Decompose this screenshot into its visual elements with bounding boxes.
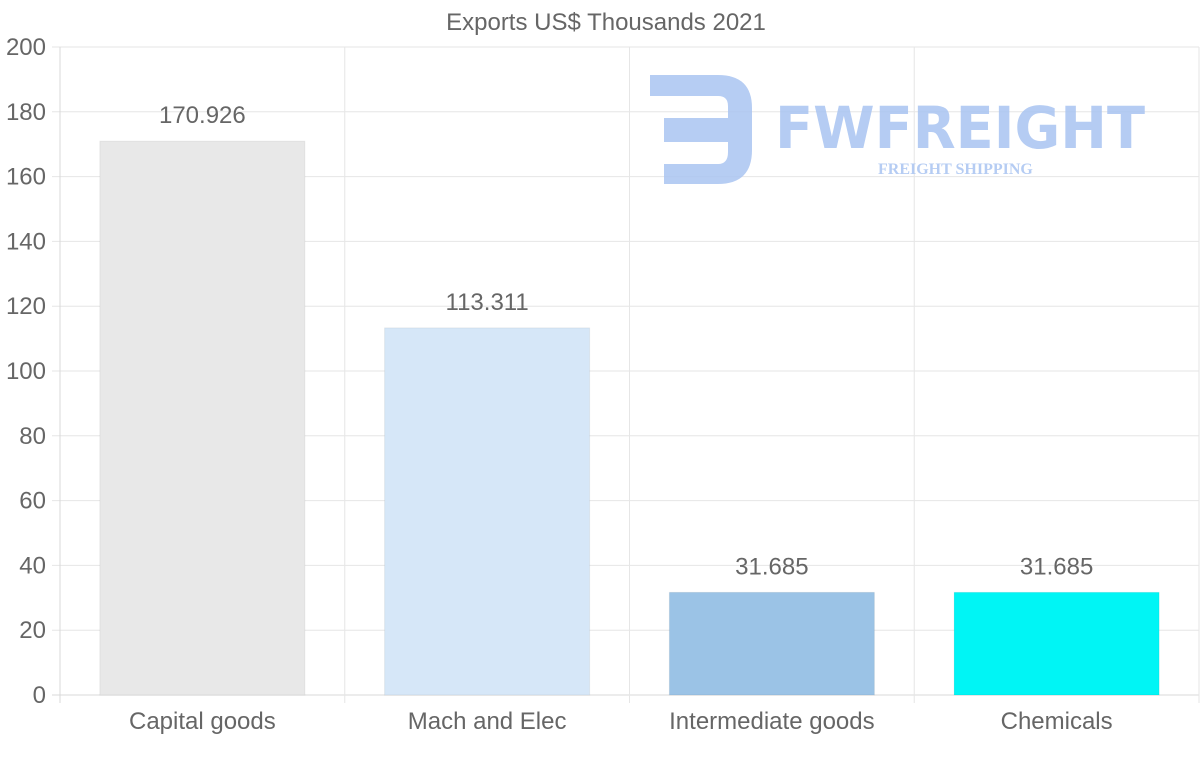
watermark-brand: FWFREIGHT [775, 94, 1145, 162]
bar [953, 591, 1160, 696]
fw-logo-icon [650, 75, 752, 184]
watermark-logo: FWFREIGHT FREIGHT SHIPPING [650, 75, 1145, 184]
y-tick-label: 100 [6, 358, 46, 385]
y-tick-label: 160 [6, 164, 46, 191]
bar-value-label: 170.926 [159, 102, 246, 129]
x-category-label: Intermediate goods [669, 708, 874, 735]
y-tick-label: 200 [6, 34, 46, 61]
watermark-tagline: FREIGHT SHIPPING [878, 161, 1033, 178]
bar-value-label: 31.685 [1020, 553, 1093, 580]
bar [99, 140, 306, 696]
y-tick-label: 80 [19, 423, 46, 450]
x-axis-labels: Capital goods Mach and Elec Intermediate g… [129, 708, 1113, 735]
data-labels: 170.926 113.311 31.685 31.685 [159, 102, 1093, 580]
bar [384, 327, 591, 696]
chart-title: Exports US$ Thousands 2021 [446, 9, 766, 36]
y-tick-label: 60 [19, 488, 46, 515]
x-category-label: Mach and Elec [408, 708, 567, 735]
y-tick-label: 20 [19, 617, 46, 644]
bars [99, 140, 1160, 696]
bar [668, 591, 875, 696]
y-tick-label: 0 [33, 682, 46, 709]
y-axis-ticks: 0 20 40 60 80 100 120 140 160 180 200 [6, 34, 46, 709]
bar-value-label: 113.311 [446, 289, 529, 316]
x-category-label: Chemicals [1001, 708, 1113, 735]
y-tick-label: 120 [6, 293, 46, 320]
y-tick-label: 40 [19, 552, 46, 579]
y-tick-label: 140 [6, 228, 46, 255]
y-tick-label: 180 [6, 99, 46, 126]
x-category-label: Capital goods [129, 708, 276, 735]
bar-value-label: 31.685 [735, 553, 808, 580]
